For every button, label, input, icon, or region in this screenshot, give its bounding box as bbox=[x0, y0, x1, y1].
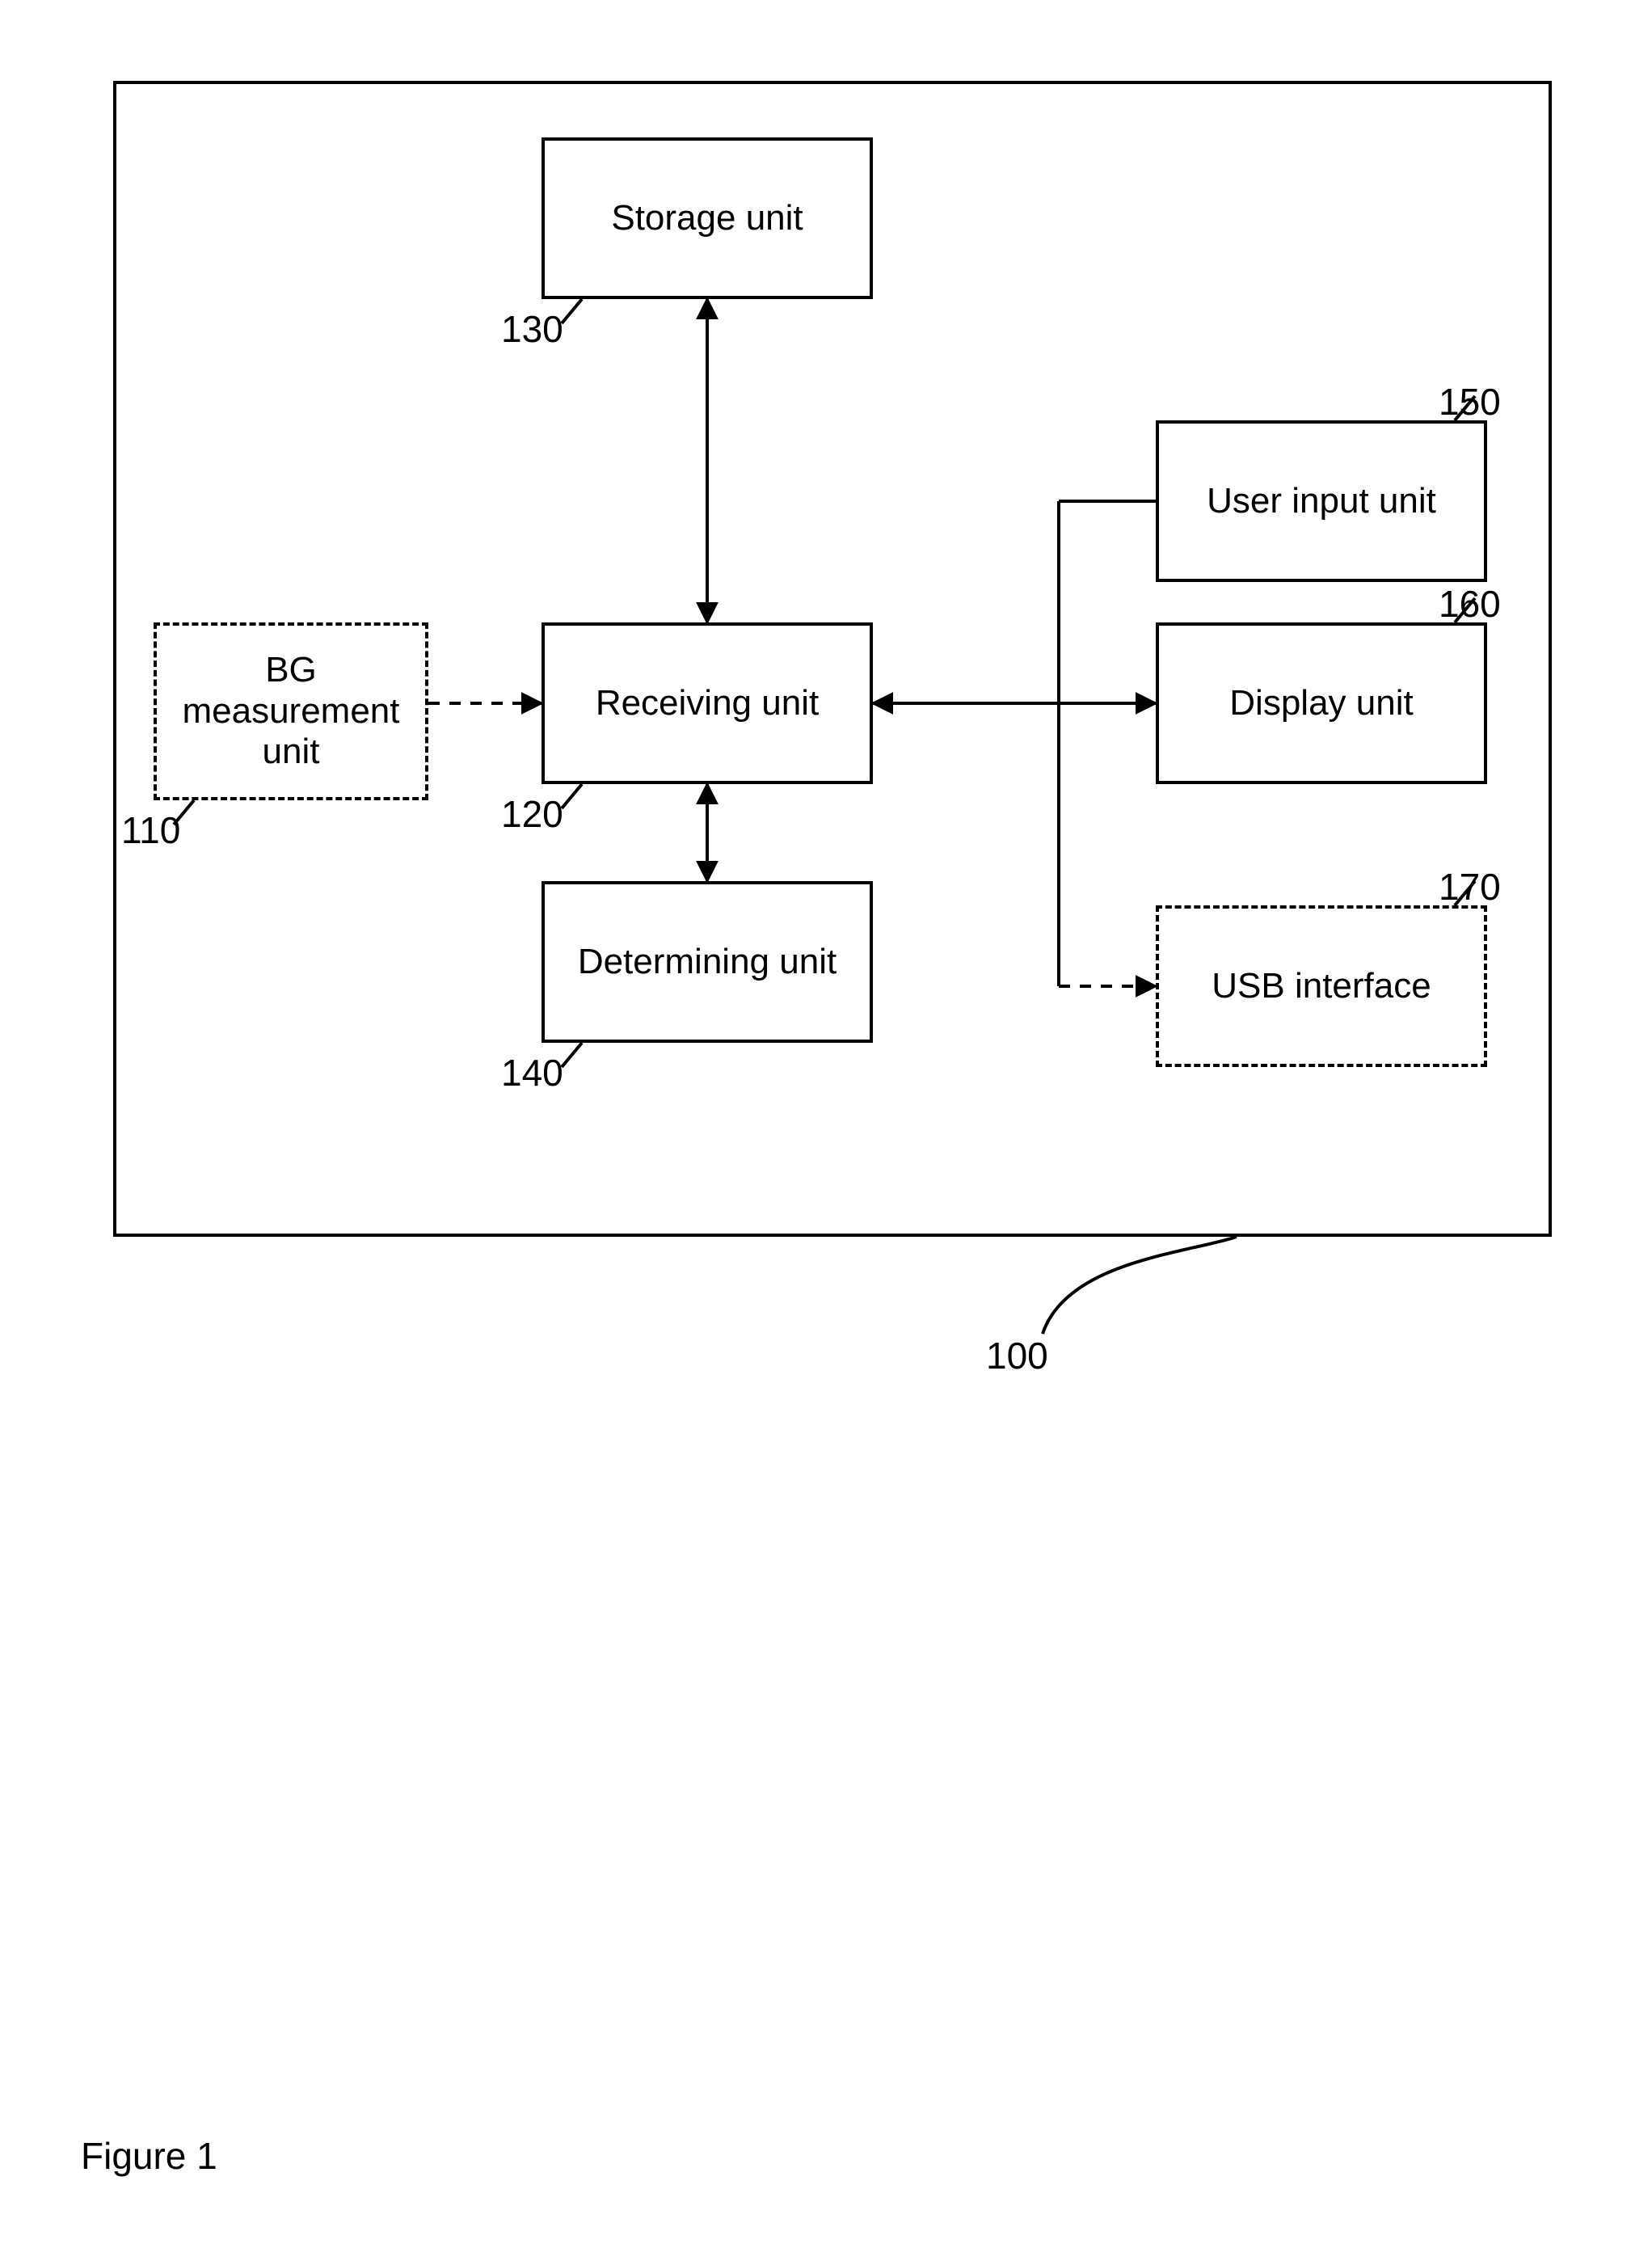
figure-caption: Figure 1 bbox=[81, 2134, 217, 2178]
container-leader bbox=[1043, 1237, 1237, 1334]
receiving-unit-label: Receiving unit bbox=[596, 683, 819, 723]
usb-interface-label: USB interface bbox=[1212, 966, 1431, 1006]
bg-measurement-unit-box: BG measurement unit bbox=[154, 622, 428, 800]
usb-interface-box: USB interface bbox=[1156, 905, 1487, 1067]
ref-usb: 170 bbox=[1439, 865, 1501, 909]
ref-container: 100 bbox=[986, 1334, 1048, 1377]
display-unit-box: Display unit bbox=[1156, 622, 1487, 784]
ref-determining: 140 bbox=[501, 1051, 563, 1095]
user-input-unit-label: User input unit bbox=[1207, 481, 1436, 521]
determining-unit-label: Determining unit bbox=[578, 942, 837, 982]
connectors-layer bbox=[0, 0, 1652, 2244]
diagram-canvas: Storage unit Receiving unit Determining … bbox=[0, 0, 1652, 2244]
display-unit-label: Display unit bbox=[1229, 683, 1413, 723]
ref-receiving: 120 bbox=[501, 792, 563, 836]
bg-measurement-unit-label: BG measurement unit bbox=[182, 650, 399, 773]
ref-user-input: 150 bbox=[1439, 380, 1501, 424]
storage-unit-box: Storage unit bbox=[542, 137, 873, 299]
receiving-unit-box: Receiving unit bbox=[542, 622, 873, 784]
storage-unit-label: Storage unit bbox=[611, 198, 803, 238]
tick-storage bbox=[562, 299, 582, 323]
tick-receiving bbox=[562, 784, 582, 808]
tick-determining bbox=[562, 1043, 582, 1067]
ref-storage: 130 bbox=[501, 307, 563, 351]
ref-bg: 110 bbox=[121, 808, 180, 852]
determining-unit-box: Determining unit bbox=[542, 881, 873, 1043]
ref-display: 160 bbox=[1439, 582, 1501, 626]
user-input-unit-box: User input unit bbox=[1156, 420, 1487, 582]
